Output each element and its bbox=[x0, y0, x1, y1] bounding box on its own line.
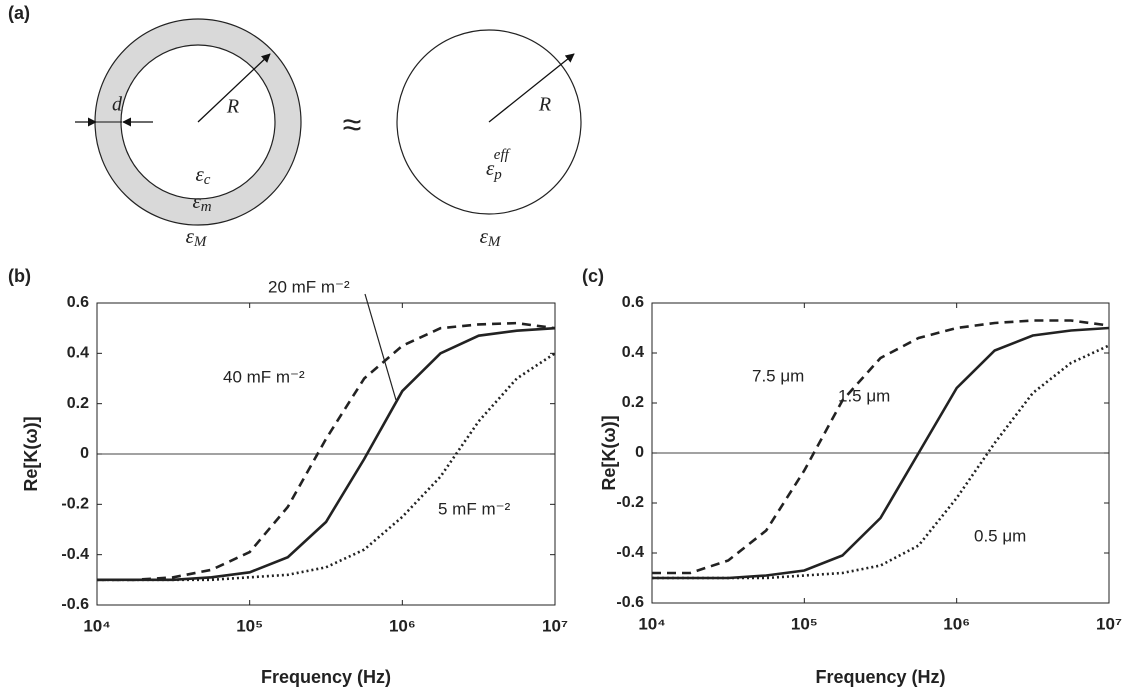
thickness-label: d bbox=[112, 94, 123, 116]
y-tick-label: 0.2 bbox=[622, 394, 644, 411]
x-tick-label: 10⁷ bbox=[542, 616, 568, 635]
curve-annotation: 5 mF m⁻² bbox=[438, 499, 511, 518]
curve-dashed bbox=[652, 319, 1110, 575]
radius-arrow bbox=[488, 53, 575, 123]
x-tick-label: 10⁶ bbox=[943, 614, 970, 633]
curve-dashed bbox=[97, 321, 556, 582]
x-tick-label: 10⁵ bbox=[791, 614, 818, 633]
subscript: M bbox=[193, 234, 208, 250]
subscript: m bbox=[201, 199, 212, 215]
superscript: eff bbox=[494, 147, 511, 163]
subscript: p bbox=[493, 167, 502, 183]
x-axis-label: Frequency (Hz) bbox=[261, 667, 391, 687]
radius-label: R bbox=[226, 96, 239, 118]
x-tick-label: 10⁵ bbox=[236, 616, 263, 635]
y-tick-label: 0 bbox=[80, 445, 89, 462]
chart-panel: (c) -0.6 -0.4 -0.2 0 0.2 0.4 0.6 10⁴ 10⁵ 10⁶ 10⁷ Fre… bbox=[582, 266, 1122, 687]
x-tick-label: 10⁴ bbox=[83, 616, 110, 635]
symbol: ε bbox=[186, 224, 195, 248]
x-tick-label: 10⁴ bbox=[638, 614, 665, 633]
radius-label: R bbox=[538, 94, 551, 116]
curve-annotation: 1.5 μm bbox=[838, 386, 890, 405]
panel-label: (a) bbox=[8, 3, 30, 23]
effective-permittivity: εp eff bbox=[486, 147, 511, 183]
panel-a: (a) d R εc εm εM ≈ R εpeff εM bbox=[8, 3, 582, 251]
y-tick-label: -0.2 bbox=[616, 494, 644, 511]
y-tick-label: 0.2 bbox=[67, 395, 89, 412]
subscript: M bbox=[487, 234, 502, 250]
curve-annotation: 20 mF m⁻² bbox=[268, 277, 350, 296]
radius-arrow bbox=[197, 53, 271, 123]
y-tick-label: 0.6 bbox=[67, 294, 89, 311]
panel-label: (b) bbox=[8, 266, 31, 286]
y-tick-label: 0 bbox=[635, 444, 644, 461]
curve-annotation: 40 mF m⁻² bbox=[223, 367, 305, 386]
y-tick-label: -0.4 bbox=[616, 544, 644, 561]
y-axis-label: Re[K(ω)] bbox=[21, 416, 41, 491]
panel-label: (c) bbox=[582, 266, 604, 286]
leader-line bbox=[364, 293, 397, 401]
medium-permittivity: εM bbox=[186, 224, 208, 251]
curve-annotation: 0.5 μm bbox=[974, 526, 1026, 545]
curve-annotation: 7.5 μm bbox=[752, 366, 804, 385]
y-tick-label: -0.2 bbox=[61, 496, 89, 513]
symbol: ε bbox=[486, 156, 495, 180]
approx-sign: ≈ bbox=[343, 106, 362, 144]
symbol: ε bbox=[480, 224, 489, 248]
x-tick-label: 10⁶ bbox=[389, 616, 416, 635]
medium-permittivity: εM bbox=[480, 224, 502, 251]
core-permittivity: εc bbox=[196, 162, 211, 189]
x-tick-label: 10⁷ bbox=[1096, 614, 1122, 633]
curve-dotted bbox=[97, 352, 556, 582]
chart-panel: (b) -0.6 -0.4 -0.2 0 0.2 0.4 0.6 10⁴ 10⁵ 10⁶ 10⁷ Fre… bbox=[8, 266, 568, 687]
subscript: c bbox=[204, 172, 211, 188]
y-tick-label: -0.6 bbox=[616, 594, 644, 611]
y-tick-label: 0.4 bbox=[622, 344, 644, 361]
y-tick-label: -0.6 bbox=[61, 596, 89, 613]
x-axis-label: Frequency (Hz) bbox=[815, 667, 945, 687]
curve-dotted bbox=[652, 344, 1110, 580]
y-axis-label: Re[K(ω)] bbox=[599, 415, 619, 490]
y-tick-label: -0.4 bbox=[61, 546, 89, 563]
symbol: ε bbox=[196, 162, 205, 186]
y-tick-label: 0.4 bbox=[67, 345, 89, 362]
symbol: ε bbox=[192, 189, 201, 213]
membrane-permittivity: εm bbox=[192, 189, 211, 216]
y-tick-label: 0.6 bbox=[622, 294, 644, 311]
